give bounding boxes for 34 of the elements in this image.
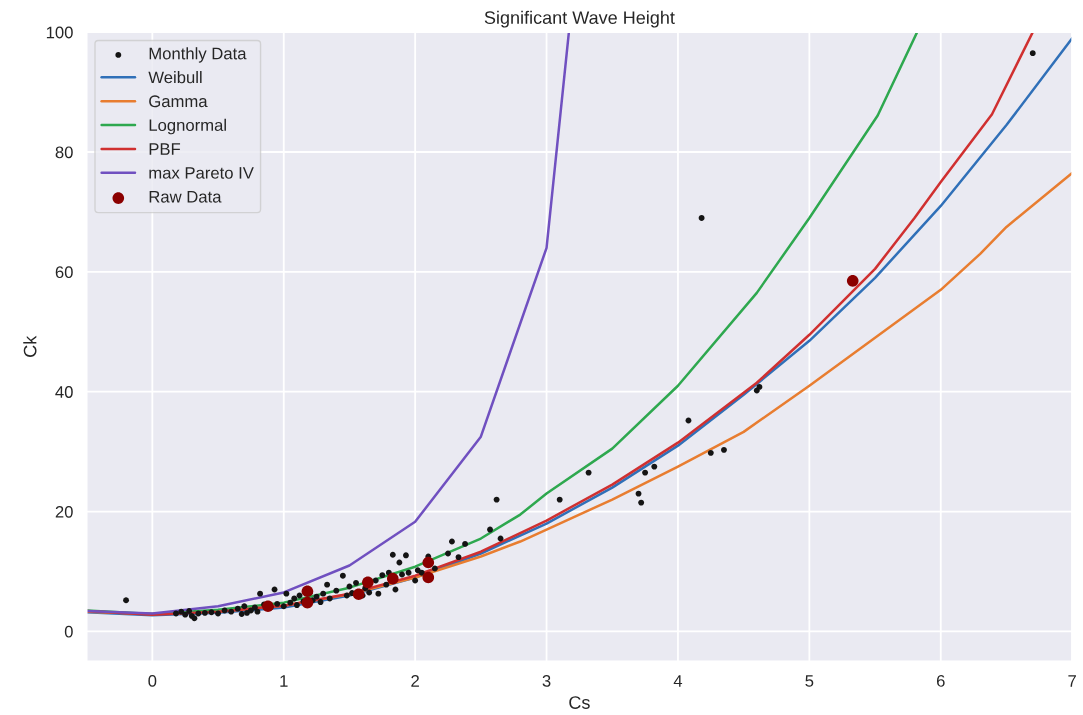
y-tick-label: 20: [55, 505, 73, 518]
point: [352, 588, 365, 601]
x-tick-label: 2: [411, 675, 419, 687]
legend-label: PBF: [149, 143, 181, 155]
x-tick-label: 6: [936, 675, 945, 687]
y-tick-label: 60: [55, 266, 73, 279]
chart-title: Significant Wave Height: [484, 10, 675, 28]
y-tick-label: 100: [46, 26, 73, 39]
legend-label: Gamma: [149, 95, 208, 108]
legend-label: Monthly Data: [149, 47, 247, 63]
point: [362, 576, 374, 589]
x-tick-label: 4: [673, 675, 683, 687]
x-axis-title: Cs: [569, 696, 590, 709]
x-tick-label: 1: [280, 675, 288, 687]
x-tick-label: 3: [542, 675, 551, 687]
line-series: [86, 32, 571, 615]
y-tick-label: 80: [55, 146, 73, 159]
point: [301, 585, 314, 598]
point: [387, 572, 399, 585]
point: [301, 596, 314, 609]
x-tick-label: 5: [805, 675, 814, 687]
point: [846, 275, 859, 287]
x-tick-label: 7: [1068, 675, 1076, 687]
legend-label: Lognormal: [149, 118, 226, 135]
legend-label: Raw Data: [149, 191, 222, 203]
legend-label: max Pareto IV: [149, 167, 254, 179]
point: [262, 600, 274, 613]
point: [422, 571, 435, 584]
x-tick-label: 0: [148, 675, 157, 687]
y-tick-label: 40: [55, 386, 73, 398]
y-tick-label: 0: [64, 625, 73, 638]
y-axis-title: Ck: [23, 335, 37, 357]
legend-label: Weibull: [148, 71, 202, 84]
point: [422, 556, 435, 569]
